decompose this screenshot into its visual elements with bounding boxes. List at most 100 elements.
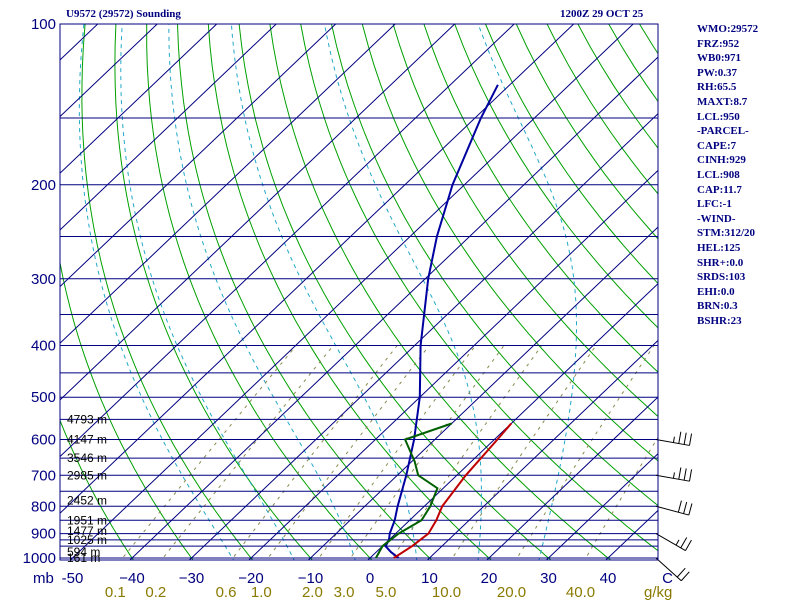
index-wb0: WB0:971	[697, 52, 741, 65]
index-lfc: LFC:-1	[697, 198, 732, 211]
temperature-tick-label: −20	[238, 570, 263, 587]
height-label: 2452 m	[67, 493, 107, 507]
height-label: 4793 m	[67, 412, 107, 426]
dry-adiabat-line	[392, 24, 658, 418]
dry-adiabat-line	[238, 24, 552, 560]
dry-adiabat-line	[60, 259, 194, 560]
dry-adiabat-line	[361, 24, 658, 462]
isotherm-line	[60, 24, 396, 344]
isotherm-line	[60, 24, 218, 174]
height-label: 594 m	[67, 545, 100, 559]
index-brn: BRN:0.3	[697, 300, 738, 313]
mixing-ratio-line	[265, 345, 430, 560]
wind-barb-flag	[680, 571, 690, 582]
wind-barb-flag	[683, 468, 687, 481]
height-label: 4147 m	[67, 433, 107, 447]
isotherm-line	[248, 169, 658, 560]
plot-background	[60, 24, 658, 560]
index-cap: CAP:11.7	[697, 183, 742, 196]
pressure-tick-label: 700	[31, 467, 56, 484]
isotherm-line	[307, 226, 658, 560]
wind-barb	[655, 467, 693, 482]
height-label: 3546 m	[67, 451, 107, 465]
index-wmo: WMO:29572	[697, 23, 759, 35]
index-srds: SRDS:103	[697, 271, 746, 284]
wind-barb	[655, 500, 693, 516]
height-label: 1477 m	[67, 524, 107, 538]
index-parcel-heading: -PARCEL-	[697, 125, 749, 138]
isotherm-line	[60, 24, 277, 231]
wind-barb-flag	[672, 472, 675, 479]
mixing-ratio-line	[316, 345, 476, 560]
wind-barb-flag	[688, 433, 693, 446]
isotherm-line	[367, 283, 658, 560]
indices-panel: WMO:29572 FRZ:952 WB0:971 PW:0.37 RH:65.…	[697, 22, 797, 328]
wind-barbs	[655, 431, 693, 582]
dry-adiabat-line	[485, 24, 658, 285]
wind-barb-flag	[677, 500, 682, 513]
mixing-ratio-line	[120, 345, 297, 560]
isotherm-line	[60, 24, 337, 288]
index-cinh: CINH:929	[697, 154, 746, 167]
index-wind-heading: -WIND-	[697, 212, 736, 225]
pressure-axis-labels: 100 200 300 400 500 600 700 800 900 1000	[23, 16, 56, 567]
wind-barb	[655, 557, 690, 582]
pressure-tick-label: 400	[31, 338, 56, 355]
dry-adiabat-line	[114, 24, 313, 560]
mixing-ratio-tick-label: 0.2	[145, 584, 166, 600]
wind-barb-flag	[683, 501, 688, 514]
wind-barb-flag	[683, 432, 687, 445]
wind-barb-flag	[680, 537, 688, 549]
mixing-ratio-tick-label: 1.0	[251, 584, 272, 600]
mixing-ratio-line	[160, 345, 334, 560]
pressure-tick-label: 300	[31, 271, 56, 288]
index-shr: SHR+:0.0	[697, 256, 744, 269]
mb-axis-label: mb	[33, 570, 54, 587]
mixing-ratio-tick-label: 2.0	[302, 584, 323, 600]
mixing-ratio-line	[450, 345, 597, 560]
dry-adiabat-line	[423, 24, 658, 373]
wind-barb-flag	[676, 567, 686, 578]
temperature-tick-label: 30	[540, 570, 557, 587]
moist-adiabat-line	[168, 24, 356, 560]
height-label: 1951 m	[67, 513, 107, 527]
mixing-ratio-tick-label: 0.1	[105, 584, 126, 600]
moist-adiabat-line	[323, 24, 483, 560]
wind-barb	[655, 533, 692, 551]
isotherm-line	[426, 339, 658, 560]
dry-adiabat-line	[300, 24, 658, 552]
isotherm-line	[60, 24, 158, 118]
temperature-tick-label: −30	[179, 570, 204, 587]
index-lcl: LCL:950	[697, 110, 740, 123]
profile-lines	[375, 84, 512, 559]
wind-barb-flag	[678, 431, 682, 444]
dry-adiabat-line	[207, 24, 492, 560]
pressure-tick-label: 900	[31, 526, 56, 543]
wind-barb-flag	[675, 539, 680, 546]
pressure-tick-label: 1000	[23, 550, 56, 567]
isotherm-line	[129, 56, 658, 560]
plot-frame	[59, 23, 659, 561]
height-label: 1025 m	[67, 533, 107, 547]
wind-barb-staff	[655, 557, 682, 582]
index-ehi: EHI:0.0	[697, 285, 735, 298]
pressure-tick-label: 100	[31, 16, 56, 33]
temperature-tick-label: C	[662, 570, 673, 587]
dry-adiabat-line	[60, 419, 134, 560]
wind-barb-flag	[678, 467, 682, 480]
index-rh: RH:65.5	[697, 81, 737, 94]
wetbulb-line	[393, 422, 512, 559]
moist-adiabat-line	[78, 24, 235, 560]
temperature-tick-label: 10	[421, 570, 438, 587]
temperature-tick-label: 40	[600, 570, 617, 587]
index-pw: PW:0.37	[697, 66, 738, 79]
wind-barb-flag	[672, 436, 675, 443]
dry-adiabat-line	[454, 24, 658, 329]
index-parcel-lcl: LCL:908	[697, 168, 740, 181]
temperature-tick-label: −40	[119, 570, 144, 587]
mixing-ratio-line	[390, 345, 543, 560]
isotherm-line	[69, 24, 634, 560]
isotherm-line	[188, 113, 658, 560]
